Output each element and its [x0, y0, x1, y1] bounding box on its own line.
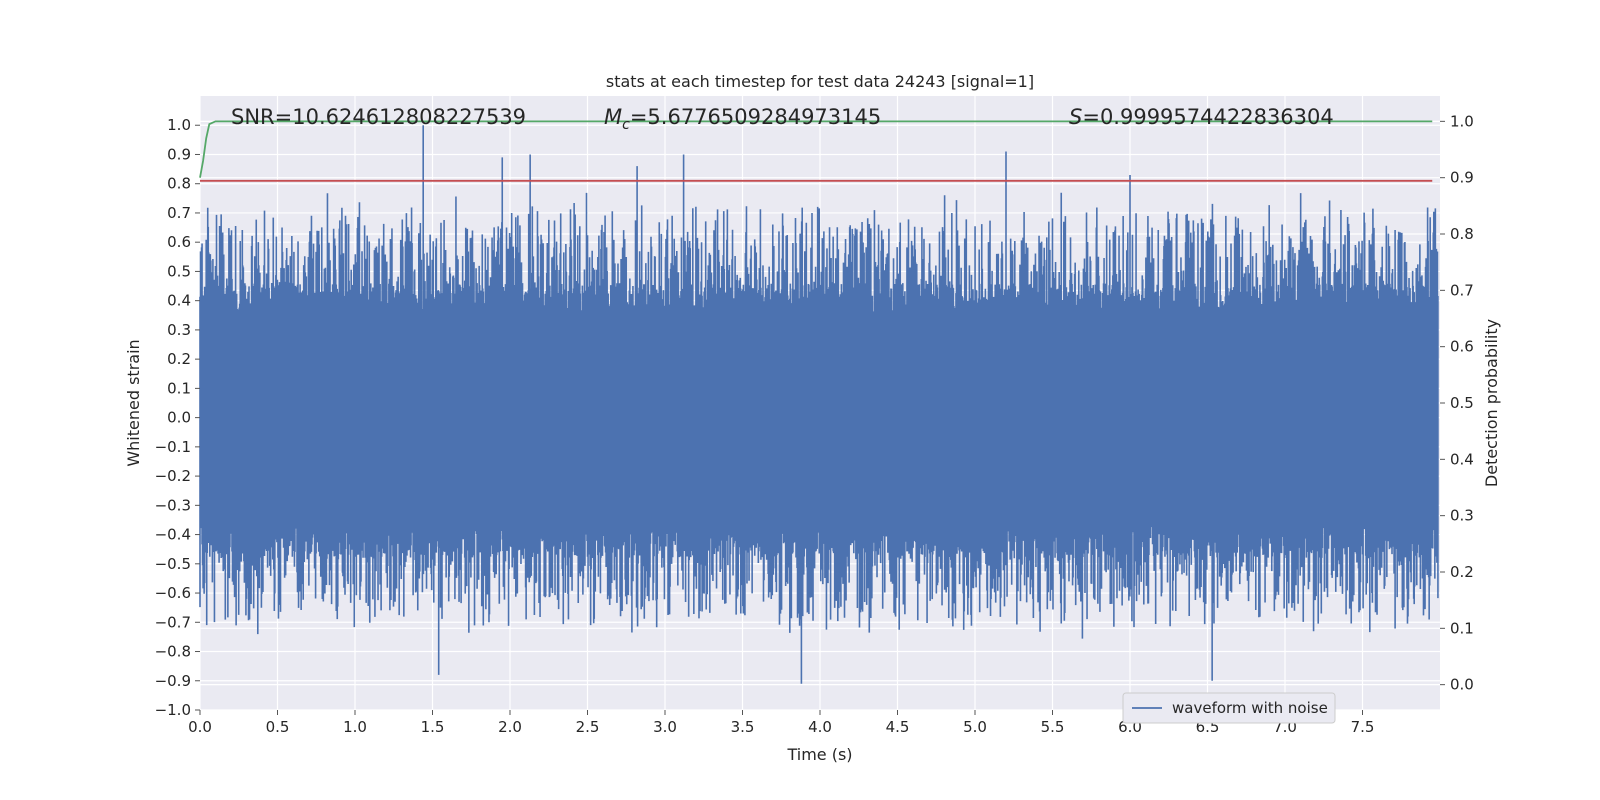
legend-box: [1122, 692, 1336, 724]
y-tick-label: 0.7: [167, 204, 191, 222]
x-tick-label: 2.5: [576, 718, 600, 736]
y-tick-label: −0.9: [155, 672, 191, 690]
score-symbol: S: [1069, 105, 1082, 129]
y-tick-label: −0.4: [155, 526, 191, 544]
y-tick-label: −0.8: [155, 643, 191, 661]
detection-probability-line: [199, 120, 1433, 178]
x-tick-label: 0.0: [188, 718, 212, 736]
axes: 0.0 0.5 1.0 1.5 2.0 2.5 3.0 3.5 4.0 4.5 5.0 5.5 6.0 6…: [155, 112, 1474, 736]
legend-label: waveform with noise: [1172, 699, 1328, 717]
chart-title: stats at each timestep for test data 242…: [606, 72, 1034, 91]
waveform-series: [199, 125, 1439, 684]
y2-tick-label: 0.9: [1450, 169, 1474, 187]
y-tick-label: 0.3: [167, 321, 191, 339]
y-tick-label: 0.1: [167, 379, 191, 397]
x-tick-label: 5.5: [1041, 718, 1065, 736]
y2-tick-label: 0.1: [1450, 619, 1474, 637]
y-tick-label: −0.5: [155, 555, 191, 573]
x-tick-label: 3.5: [731, 718, 755, 736]
y2-tick-label: 0.2: [1450, 563, 1474, 581]
y-axis-title: Whitened strain: [124, 339, 143, 466]
y2-tick-label: 0.6: [1450, 338, 1474, 356]
y-tick-label: −0.1: [155, 438, 191, 456]
x-tick-label: 4.0: [808, 718, 832, 736]
overlay-lines: [199, 120, 1433, 182]
y-tick-label: −0.3: [155, 496, 191, 514]
y-tick-label: 0.8: [167, 175, 191, 193]
legend: waveform with noise: [1122, 692, 1336, 724]
y-tick-label: 1.0: [167, 116, 191, 134]
y-tick-label: 0.9: [167, 145, 191, 163]
y-tick-label: −0.2: [155, 467, 191, 485]
y2-tick-label: 0.7: [1450, 281, 1474, 299]
y-tick-label: 0.5: [167, 262, 191, 280]
y2-axis-title: Detection probability: [1482, 319, 1501, 487]
y2-tick-label: 0.3: [1450, 507, 1474, 525]
x-tick-label: 1.0: [343, 718, 367, 736]
y-tick-label: 0.2: [167, 350, 191, 368]
y-tick-label: 0.0: [167, 409, 191, 427]
chirp-mass-subscript: c: [622, 117, 630, 133]
x-tick-label: 2.0: [498, 718, 522, 736]
x-tick-label: 4.5: [886, 718, 910, 736]
y-tick-label: 0.4: [167, 292, 191, 310]
chirp-mass-annotation: Mc=5.6776509284973145: [604, 105, 881, 133]
x-tick-label: 3.0: [653, 718, 677, 736]
y-tick-label: −0.6: [155, 584, 191, 602]
waveform-path: [199, 125, 1439, 684]
chirp-mass-symbol: M: [604, 105, 622, 129]
x-axis-title: Time (s): [786, 745, 852, 764]
y-tick-label: −1.0: [155, 701, 191, 719]
y2-tick-label: 0.4: [1450, 450, 1474, 468]
x-tick-label: 7.5: [1351, 718, 1375, 736]
chirp-mass-value: =5.6776509284973145: [630, 105, 881, 129]
x-tick-label: 0.5: [266, 718, 290, 736]
snr-annotation: SNR=10.624612808227539: [231, 105, 526, 129]
score-annotation: S=0.9999574422836304: [1069, 105, 1334, 129]
score-value: =0.9999574422836304: [1082, 105, 1333, 129]
y2-tick-label: 0.5: [1450, 394, 1474, 412]
y2-tick-label: 0.8: [1450, 225, 1474, 243]
x-tick-label: 5.0: [963, 718, 987, 736]
y2-tick-label: 1.0: [1450, 112, 1474, 130]
y-tick-label: 0.6: [167, 233, 191, 251]
y-tick-label: −0.7: [155, 613, 191, 631]
y2-tick-label: 0.0: [1450, 676, 1474, 694]
x-tick-label: 1.5: [421, 718, 445, 736]
